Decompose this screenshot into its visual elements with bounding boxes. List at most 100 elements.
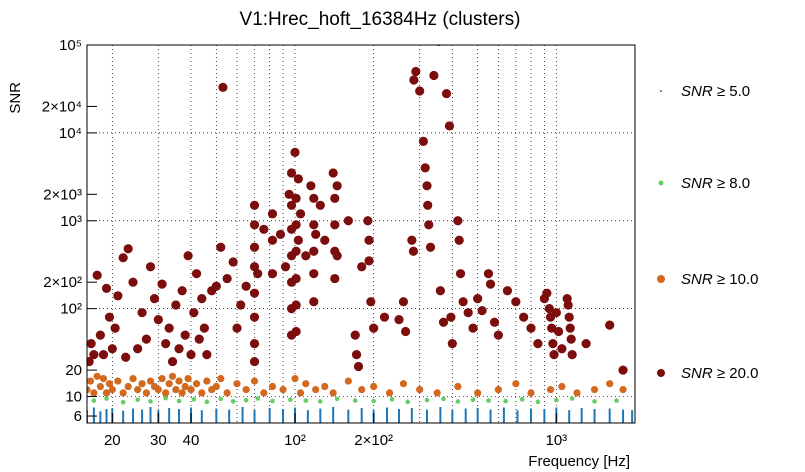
x-axis-ticks: 20 30 40 10² 2×10² 10³ — [104, 413, 567, 449]
data-point — [132, 408, 135, 423]
data-point — [569, 396, 575, 401]
data-point — [357, 262, 367, 272]
x-tick-label: 40 — [183, 432, 200, 449]
data-point — [215, 408, 218, 423]
data-point — [441, 88, 452, 99]
y-tick-label: 10² — [60, 301, 82, 318]
data-point — [120, 400, 126, 405]
data-point — [631, 410, 634, 423]
data-points — [87, 45, 634, 423]
data-point — [291, 375, 299, 383]
data-point — [366, 297, 376, 307]
data-point — [489, 317, 500, 327]
series-0 — [87, 407, 634, 423]
data-point — [93, 372, 101, 380]
data-point — [102, 389, 111, 397]
data-point — [407, 235, 417, 245]
data-point — [249, 312, 260, 322]
data-point — [470, 397, 476, 403]
data-point — [415, 86, 425, 96]
data-point — [489, 409, 492, 423]
data-point — [309, 220, 319, 230]
data-point — [286, 168, 297, 178]
data-point — [113, 291, 123, 301]
data-point — [89, 350, 99, 360]
data-point — [270, 398, 275, 404]
legend-marker — [658, 180, 664, 186]
data-point — [255, 396, 261, 401]
data-point — [593, 409, 596, 423]
data-point — [216, 242, 226, 252]
data-point — [568, 410, 571, 423]
data-point — [162, 389, 170, 397]
data-point — [476, 408, 479, 423]
data-point — [187, 385, 195, 394]
data-point — [567, 350, 577, 360]
data-point — [618, 365, 628, 375]
data-point — [563, 300, 573, 310]
data-point — [485, 279, 496, 289]
data-point — [306, 181, 316, 191]
data-point — [503, 398, 508, 404]
data-point — [174, 344, 184, 354]
data-point — [184, 375, 192, 383]
data-point — [223, 389, 231, 397]
data-point — [211, 281, 221, 291]
data-point — [422, 181, 432, 191]
data-point — [98, 350, 109, 360]
data-point — [547, 323, 557, 333]
legend-marker — [657, 275, 665, 283]
data-point — [268, 382, 277, 391]
data-point — [444, 121, 455, 131]
data-point — [548, 339, 558, 349]
x-tick-label: 10³ — [545, 432, 567, 449]
data-point — [302, 380, 310, 388]
data-point — [114, 377, 122, 385]
data-point — [486, 398, 491, 403]
data-point — [546, 385, 555, 394]
data-point — [418, 136, 429, 147]
y-tick-label: 10 — [65, 389, 82, 406]
data-point — [306, 410, 309, 423]
data-point — [241, 281, 251, 291]
data-point — [202, 350, 212, 360]
data-point — [177, 286, 187, 296]
data-point — [455, 399, 461, 404]
data-point — [493, 330, 503, 340]
data-point — [253, 269, 263, 279]
legend-marker — [657, 369, 665, 377]
data-point — [121, 352, 131, 362]
data-point — [330, 273, 340, 284]
data-point — [194, 334, 204, 344]
plot-frame — [86, 44, 636, 424]
data-point — [309, 269, 319, 279]
data-point — [228, 409, 231, 423]
data-point — [409, 75, 419, 85]
data-point — [554, 397, 559, 403]
data-point — [191, 397, 197, 402]
data-point — [564, 312, 574, 322]
data-point — [267, 235, 278, 245]
data-point — [267, 269, 278, 279]
data-point — [167, 356, 178, 367]
data-point — [241, 407, 244, 423]
data-point — [557, 344, 567, 354]
data-point — [438, 317, 449, 327]
data-point — [249, 220, 260, 230]
data-point — [565, 323, 575, 333]
data-point — [249, 339, 260, 349]
data-point — [249, 200, 260, 210]
data-point — [118, 253, 128, 263]
data-point — [250, 377, 259, 385]
data-point — [288, 397, 293, 403]
data-point — [399, 380, 408, 388]
data-point — [296, 389, 305, 397]
data-point — [401, 326, 411, 337]
data-point — [124, 382, 132, 391]
data-point — [329, 389, 337, 397]
data-point — [135, 397, 140, 403]
data-point — [249, 356, 260, 367]
data-point — [435, 286, 445, 296]
data-point — [178, 389, 186, 397]
data-point — [176, 398, 182, 404]
